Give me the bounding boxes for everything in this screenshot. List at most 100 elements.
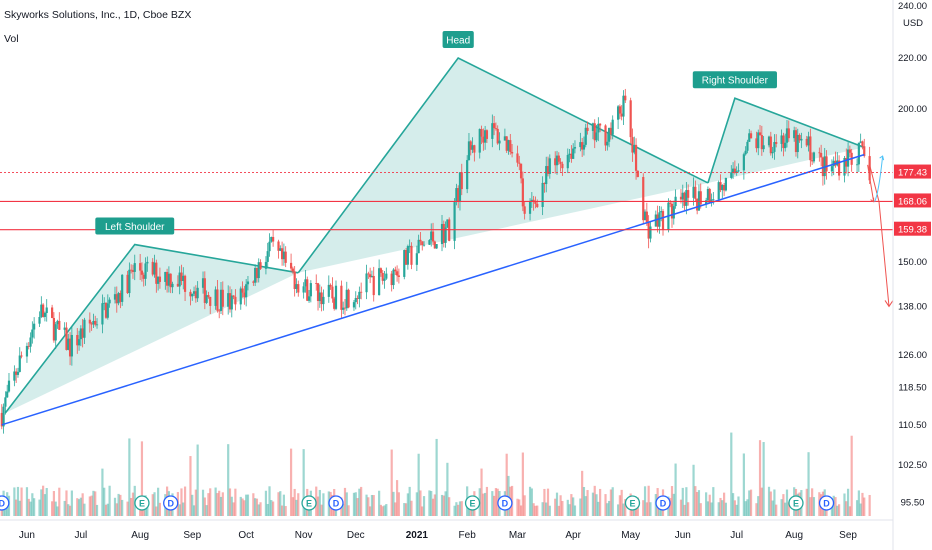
candle: [421, 241, 424, 251]
candle: [192, 286, 196, 296]
volume-bar: [669, 498, 672, 516]
candle-body: [435, 244, 438, 249]
volume-bar: [381, 506, 384, 516]
volume-bar: [221, 492, 224, 516]
candle: [863, 138, 866, 158]
volume-bar: [106, 503, 109, 516]
volume-bar: [834, 497, 837, 516]
earnings-icon: E: [464, 495, 481, 511]
candle: [83, 317, 86, 344]
volume-bar: [604, 494, 607, 516]
candle-body: [744, 150, 747, 155]
volume-bar: [546, 488, 550, 516]
volume-bar: [25, 487, 29, 516]
candle: [406, 244, 409, 270]
candle-body: [410, 245, 413, 265]
candle-body: [347, 289, 350, 308]
candle-body: [31, 329, 34, 338]
volume-bar: [13, 487, 16, 516]
volume-bar: [203, 497, 206, 516]
candle: [227, 285, 230, 315]
candle-body: [2, 406, 5, 427]
volume-bar: [721, 500, 724, 516]
volume-bar: [76, 498, 79, 516]
dividend-icon: D: [655, 495, 671, 511]
candle-body: [415, 253, 418, 265]
volume-bar: [746, 499, 749, 516]
candle: [545, 156, 548, 193]
candle-body: [15, 371, 18, 375]
volume-bar: [131, 492, 135, 516]
candle: [643, 209, 647, 221]
candle-body: [581, 142, 584, 150]
volume-bar: [846, 488, 850, 516]
volume-bar: [270, 500, 273, 516]
candle: [209, 296, 212, 315]
candle-body: [58, 320, 61, 330]
candle-body: [139, 263, 142, 271]
candle-body: [365, 273, 368, 293]
candle: [566, 148, 569, 174]
candle: [272, 230, 275, 247]
candle-body: [343, 307, 347, 309]
candle-body: [755, 138, 758, 149]
event-letter: E: [793, 499, 799, 509]
volume-bar: [523, 495, 526, 516]
candle: [232, 295, 235, 300]
candle-body: [289, 262, 293, 269]
candle-body: [302, 286, 305, 293]
volume-bar: [316, 496, 320, 516]
candle: [622, 90, 625, 126]
candle: [126, 270, 129, 294]
volume-bar: [685, 487, 688, 516]
candle-body: [140, 270, 144, 275]
candle: [43, 311, 47, 322]
candle: [674, 189, 677, 209]
candle: [343, 298, 347, 316]
volume-bar: [183, 486, 187, 516]
volume-bar: [191, 494, 194, 516]
volume-bar: [403, 503, 406, 516]
candle-body: [784, 142, 787, 149]
candle-body: [631, 137, 634, 153]
candle-body: [103, 302, 106, 304]
candle-body: [681, 192, 684, 200]
volume-bar: [367, 497, 370, 516]
event-letter: E: [306, 499, 312, 509]
volume-bar: [232, 502, 235, 516]
volume-bar: [435, 438, 438, 516]
candle: [106, 294, 109, 320]
candle-body: [25, 345, 29, 357]
volume-bar: [126, 501, 129, 516]
candle: [6, 384, 9, 398]
candle-body: [530, 199, 533, 202]
candle: [266, 242, 269, 269]
volume-bar: [178, 504, 181, 516]
candle: [457, 185, 460, 209]
candle: [381, 269, 384, 285]
volume-bar: [545, 502, 548, 516]
candle: [758, 124, 762, 136]
candle-body: [593, 123, 596, 141]
volume-bar: [787, 502, 790, 516]
candle-body: [458, 172, 462, 202]
candle: [737, 163, 740, 173]
volume-bar: [219, 496, 223, 516]
volume-bar: [724, 502, 727, 516]
volume-bar: [579, 498, 582, 516]
candle-body: [491, 123, 494, 139]
time-axis[interactable]: Jun Jul Aug Sep Oct Nov Dec 2021 Feb Mar Apr May Jun…: [0, 519, 893, 541]
candle: [631, 128, 634, 162]
volume-bar: [582, 486, 586, 516]
price-axis[interactable]: USD 240.00 220.00 200.00 177.43 168.06 159.38 1…: [892, 0, 932, 550]
candle: [744, 146, 747, 156]
candle: [70, 325, 73, 366]
candle: [708, 187, 711, 203]
volume-bar: [868, 494, 871, 516]
volume-bar: [228, 488, 232, 516]
volume-bar: [519, 505, 523, 516]
candle: [67, 333, 70, 351]
candle: [460, 163, 463, 196]
